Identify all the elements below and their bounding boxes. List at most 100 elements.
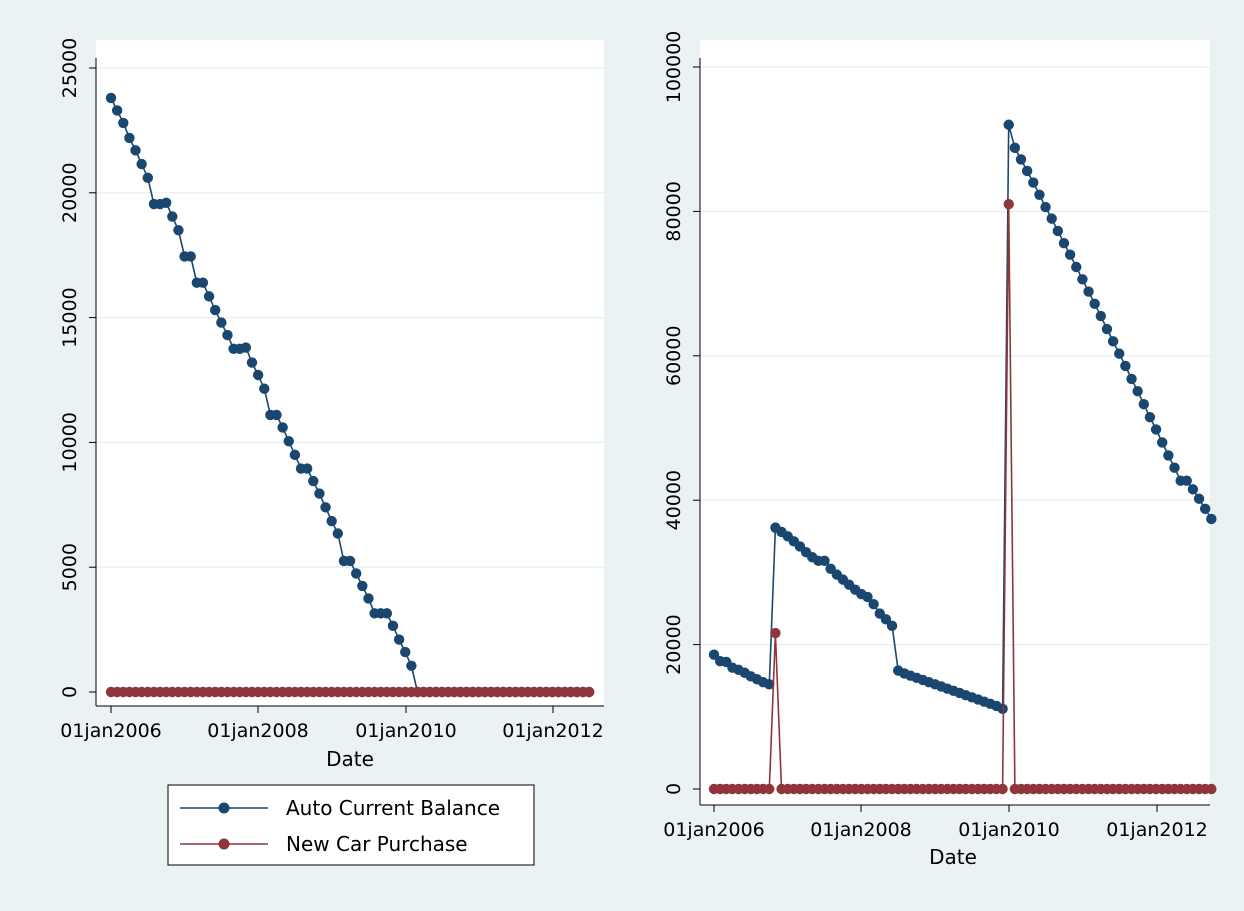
plot-region [96,40,604,706]
data-point-auto-current-balance [886,620,898,632]
data-point-auto-current-balance [259,383,270,394]
data-point-auto-current-balance [1083,286,1094,297]
data-point-auto-current-balance [240,342,252,353]
legend: Auto Current Balance New Car Purchase [167,784,535,866]
data-point-auto-current-balance [1021,165,1033,177]
x-tick-label: 01jan2006 [60,720,162,742]
data-point-auto-current-balance [1157,437,1168,448]
data-point-new-car-purchase [770,627,781,639]
data-point-auto-current-balance [320,502,331,513]
data-point-auto-current-balance [1169,462,1180,473]
data-point-auto-current-balance [868,598,879,610]
data-point-auto-current-balance [289,449,301,461]
y-tick-label: 20000 [663,614,685,674]
data-point-auto-current-balance [387,620,399,632]
data-point-auto-current-balance [271,409,282,421]
y-tick-label: 5000 [59,543,81,591]
data-point-auto-current-balance [222,329,233,341]
data-point-auto-current-balance [1101,323,1113,335]
data-point-auto-current-balance [363,593,374,604]
data-point-auto-current-balance [216,317,227,328]
data-point-auto-current-balance [1114,348,1125,359]
x-tick-label: 01jan2010 [355,720,457,742]
y-tick-label: 15000 [59,287,81,347]
data-point-auto-current-balance [1193,493,1205,504]
data-point-auto-current-balance [1120,360,1131,372]
data-point-auto-current-balance [308,475,319,487]
data-point-auto-current-balance [351,568,362,579]
data-point-auto-current-balance [1187,484,1199,495]
data-point-auto-current-balance [118,117,129,129]
data-point-auto-current-balance [997,703,1008,715]
data-point-auto-current-balance [1150,424,1162,435]
data-point-auto-current-balance [819,555,830,567]
data-point-auto-current-balance [1028,177,1039,188]
data-point-auto-current-balance [1144,411,1156,423]
x-tick-label: 01jan2012 [502,720,604,742]
data-point-auto-current-balance [1034,189,1045,200]
legend-key-auto-balance-marker [218,802,230,814]
x-axis-title: Date [326,747,374,771]
data-point-new-car-purchase [997,783,1008,795]
plot-region [700,40,1210,805]
data-point-auto-current-balance [708,649,720,660]
legend-label-new-car: New Car Purchase [286,832,468,856]
data-point-auto-current-balance [344,555,356,567]
data-point-auto-current-balance [1138,398,1150,410]
data-point-auto-current-balance [185,251,196,262]
data-point-auto-current-balance [1046,213,1057,224]
data-point-auto-current-balance [1071,261,1082,273]
data-point-auto-current-balance [400,646,411,658]
right-panel: 0 20000 40000 60000 80000 100000 01jan2006 01ja… [663,31,1217,869]
data-point-new-car-purchase [1206,783,1217,795]
y-tick-label: 0 [59,686,81,698]
data-point-auto-current-balance [246,357,258,368]
data-point-auto-current-balance [314,488,325,499]
x-tick-label: 01jan2012 [1106,819,1208,841]
data-point-auto-current-balance [1163,450,1174,461]
data-point-auto-current-balance [142,172,153,184]
data-point-auto-current-balance [357,580,368,592]
y-tick-label: 20000 [59,163,81,223]
data-point-auto-current-balance [880,614,892,625]
x-tick-label: 01jan2008 [207,720,309,742]
data-point-auto-current-balance [1040,201,1051,213]
y-tick-label: 10000 [59,412,81,472]
data-point-auto-current-balance [136,158,147,170]
data-point-auto-current-balance [167,211,178,222]
data-point-auto-current-balance [1003,119,1014,130]
data-point-auto-current-balance [105,92,117,104]
data-point-new-car-purchase [764,783,775,795]
data-point-auto-current-balance [124,132,135,144]
data-point-auto-current-balance [1132,385,1143,397]
y-tick-label: 40000 [663,470,685,530]
y-tick-label: 100000 [663,31,685,104]
data-point-auto-current-balance [1064,249,1076,260]
data-point-auto-current-balance [1095,310,1107,322]
data-point-auto-current-balance [301,463,313,474]
data-point-auto-current-balance [332,528,344,539]
data-point-auto-current-balance [1052,225,1064,237]
data-point-auto-current-balance [111,105,123,116]
data-point-auto-current-balance [1009,142,1021,154]
data-point-auto-current-balance [160,197,172,208]
y-tick-label: 0 [663,783,685,795]
y-tick-label: 25000 [59,38,81,98]
data-point-auto-current-balance [764,679,775,690]
data-point-auto-current-balance [1089,298,1100,310]
x-tick-label: 01jan2006 [663,819,765,841]
data-point-auto-current-balance [252,369,264,381]
data-point-auto-current-balance [203,291,215,302]
data-point-auto-current-balance [1058,237,1070,249]
legend-label-auto-balance: Auto Current Balance [286,796,500,820]
left-panel: 0 5000 10000 15000 20000 25000 01jan2006 01jan2… [59,38,604,771]
data-point-auto-current-balance [326,515,337,527]
data-point-auto-current-balance [283,435,294,447]
y-tick-label: 80000 [663,181,685,241]
data-point-auto-current-balance [173,225,184,236]
legend-box [167,784,535,866]
data-point-auto-current-balance [381,608,393,619]
data-point-auto-current-balance [1206,513,1217,525]
